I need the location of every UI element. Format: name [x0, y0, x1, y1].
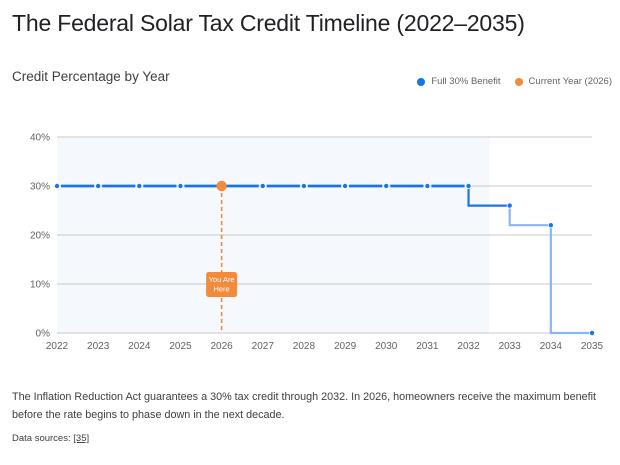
data-point — [506, 202, 513, 209]
data-point — [300, 183, 307, 190]
legend-label: Full 30% Benefit — [431, 76, 501, 87]
you-are-here-label: You Are — [209, 275, 235, 284]
data-point — [54, 183, 61, 190]
data-point — [589, 329, 596, 336]
legend-item-current-year: Current Year (2026) — [514, 76, 612, 87]
data-point — [547, 222, 554, 229]
y-tick-label: 10% — [30, 280, 50, 291]
chart-subtitle: Credit Percentage by Year — [12, 69, 170, 84]
chart-legend: Full 30% Benefit Current Year (2026) — [403, 76, 612, 87]
chart-plot: 0% 10% 20% 30% 40% 2022 2023 2024 2025 2026 2027 20… — [30, 133, 604, 353]
x-tick-label: 2028 — [293, 341, 316, 352]
data-point — [177, 183, 184, 190]
series-step — [467, 186, 510, 207]
y-tick-label: 30% — [30, 182, 50, 193]
data-point — [95, 183, 102, 190]
you-are-here-badge — [206, 272, 238, 297]
legend-label: Current Year (2026) — [528, 76, 612, 87]
x-tick-label: 2035 — [581, 341, 604, 352]
y-tick-label: 20% — [30, 231, 50, 242]
x-tick-label: 2034 — [540, 341, 563, 352]
data-point — [465, 183, 472, 190]
x-tick-label: 2027 — [252, 341, 275, 352]
chart-description: The Inflation Reduction Act guarantees a… — [12, 391, 596, 421]
x-tick-label: 2024 — [128, 341, 151, 352]
x-tick-label: 2030 — [375, 341, 398, 352]
source-link[interactable]: [35] — [73, 433, 90, 444]
series-step — [508, 205, 551, 227]
series-step — [549, 225, 592, 335]
legend-item-full-benefit: Full 30% Benefit — [417, 76, 501, 87]
x-tick-label: 2026 — [210, 341, 233, 352]
y-tick-label: 40% — [30, 133, 50, 144]
x-tick-label: 2033 — [499, 341, 522, 352]
x-tick-label: 2032 — [457, 341, 480, 352]
x-tick-label: 2022 — [46, 341, 69, 352]
x-tick-label: 2025 — [169, 341, 192, 352]
legend-dot-icon — [514, 77, 523, 86]
data-sources: Data sources: [35] — [12, 433, 89, 444]
x-tick-label: 2023 — [87, 341, 110, 352]
you-are-here-label: Here — [213, 285, 229, 294]
sources-label: Data sources: — [12, 433, 71, 444]
y-tick-label: 0% — [36, 329, 51, 340]
data-point — [342, 183, 349, 190]
data-point — [424, 183, 431, 190]
x-tick-label: 2029 — [334, 341, 357, 352]
current-year-point — [216, 180, 227, 192]
x-tick-label: 2031 — [416, 341, 439, 352]
data-point — [383, 183, 390, 190]
data-point — [136, 183, 143, 190]
legend-dot-icon — [417, 77, 426, 86]
data-point — [259, 183, 266, 190]
page-title: The Federal Solar Tax Credit Timeline (2… — [12, 10, 525, 36]
